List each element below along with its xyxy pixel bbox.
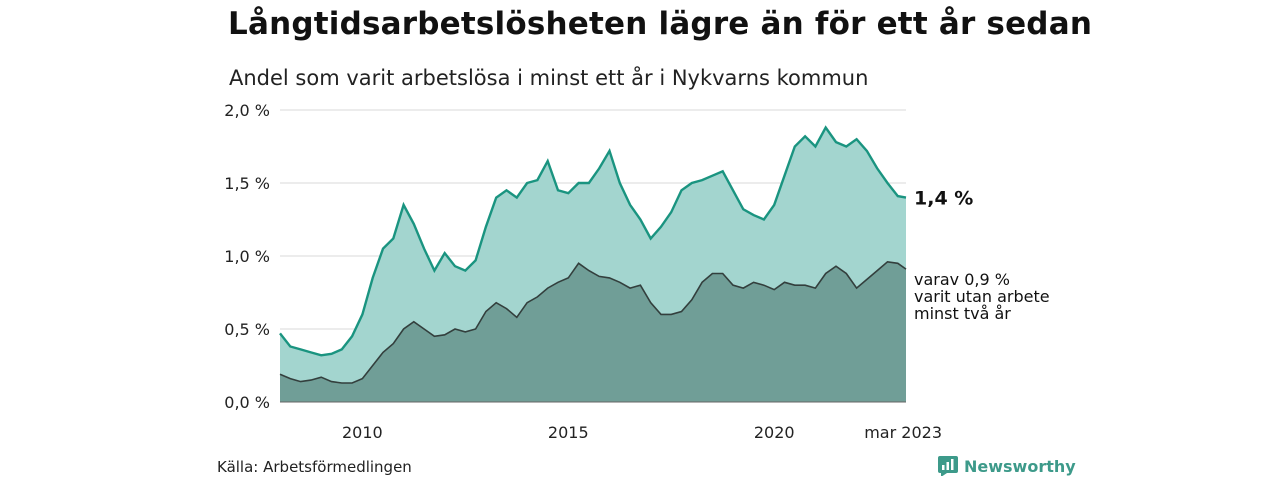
y-tick-label-3: 1,5 % <box>224 174 270 193</box>
brand-name: Newsworthy <box>964 456 1076 476</box>
end-label-two-year-line-1: varit utan arbete <box>914 287 1050 306</box>
y-tick-label-4: 2,0 % <box>224 101 270 120</box>
y-tick-label-1: 0,5 % <box>224 320 270 339</box>
series-two-year-area <box>280 261 906 402</box>
series-total-line <box>279 125 907 357</box>
y-tick-label-0: 0,0 % <box>224 393 270 412</box>
x-tick-label-2: 2020 <box>754 423 795 442</box>
chart-subtitle: Andel som varit arbetslösa i minst ett å… <box>229 66 869 90</box>
end-label-total: 1,4 % <box>914 188 973 210</box>
newsworthy-logo-icon <box>938 456 958 476</box>
source-note: Källa: Arbetsförmedlingen <box>217 458 412 476</box>
x-tick-label-1: 2015 <box>548 423 589 442</box>
series-two-year-line <box>279 260 907 384</box>
chart-title: Långtidsarbetslösheten lägre än för ett … <box>228 6 1093 42</box>
brand-logo: Newsworthy <box>938 456 1076 476</box>
x-tick-label-0: 2010 <box>342 423 383 442</box>
x-tick-label-3: mar 2023 <box>864 423 942 442</box>
y-tick-label-2: 1,0 % <box>224 247 270 266</box>
end-label-two-year-line-0: varav 0,9 % <box>914 270 1010 289</box>
end-label-two-year-line-2: minst två år <box>914 304 1011 323</box>
